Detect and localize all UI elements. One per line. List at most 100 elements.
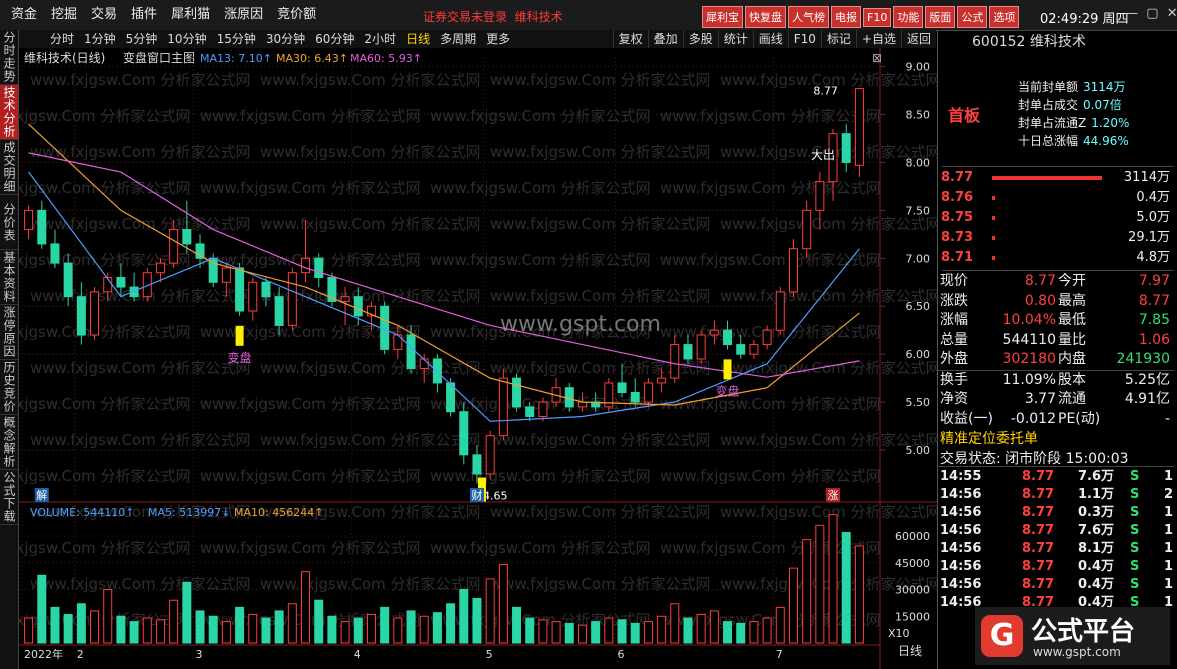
volume-multiplier: X10 xyxy=(888,627,910,640)
menu-item[interactable]: 插件 xyxy=(131,7,158,22)
collapse-icon[interactable]: ⊠ xyxy=(872,51,882,65)
candle-body xyxy=(498,377,508,437)
candle-body xyxy=(314,257,324,278)
tool-button[interactable]: F10 xyxy=(787,30,821,48)
period-tab[interactable]: 分时 xyxy=(50,32,75,46)
period-tab[interactable]: 1分钟 xyxy=(84,32,116,46)
trade-row: 14:56 8.77 7.6万 S 1 xyxy=(938,522,1174,540)
side-tab[interactable]: 分时走势 xyxy=(0,31,18,85)
period-tab[interactable]: 2小时 xyxy=(364,32,397,46)
trade-cell: 0.3万 xyxy=(1078,505,1115,520)
volume-bar xyxy=(432,612,442,644)
volume-bar xyxy=(195,610,205,644)
trade-cell: 1 xyxy=(1164,469,1174,484)
side-tab[interactable]: 历史竞价 xyxy=(0,361,18,415)
menu-item[interactable]: 竞价额 xyxy=(277,7,317,22)
period-tab[interactable]: 10分钟 xyxy=(167,32,207,46)
candle-body xyxy=(696,334,706,360)
watermark: www.fxjgsw.Com 分析家公式网 xyxy=(30,215,251,233)
trade-cell: S xyxy=(1130,595,1140,610)
period-tab[interactable]: 15分钟 xyxy=(216,32,256,46)
tool-button[interactable]: 多股 xyxy=(682,30,718,48)
tool-button[interactable]: 叠加 xyxy=(647,30,683,48)
status-time: 15:00:03 xyxy=(1065,451,1129,467)
period-tab[interactable]: 30分钟 xyxy=(265,32,306,46)
tool-button[interactable]: 画线 xyxy=(752,30,788,48)
watermark: www.fxjgsw.Com 分析家公式网 xyxy=(660,539,881,557)
top-buttons: 犀利宝 快复盘 人气榜 电报 F10 功能 版面 公式 选项 xyxy=(702,6,1021,28)
watermark: www.fxjgsw.Com 分析家公式网 xyxy=(30,287,251,305)
top-button[interactable]: 犀利宝 xyxy=(702,6,743,28)
candle-body xyxy=(195,243,205,259)
trade-row: 14:56 8.77 0.4万 S 1 xyxy=(938,558,1174,576)
trade-cell: 8.77 xyxy=(1022,505,1055,520)
periods: 分时 1分钟 5分钟 10分钟 15分钟 30分钟 60分钟 2小时 日线 多周期 更多 xyxy=(45,30,515,48)
top-button[interactable]: 快复盘 xyxy=(745,6,786,28)
trade-cell: 8.77 xyxy=(1022,541,1055,556)
volume-bar xyxy=(828,514,838,644)
volume-bar xyxy=(63,613,73,644)
candle-body xyxy=(512,377,522,408)
menu-item[interactable]: 挖掘 xyxy=(51,7,78,22)
menu-item[interactable]: 犀利猫 xyxy=(171,7,211,22)
side-tab[interactable]: 基本资料 xyxy=(0,251,18,305)
book-row: 8.75 5.0万 xyxy=(938,208,1174,228)
trade-cell: 14:56 xyxy=(940,559,982,574)
book-price: 8.71 xyxy=(941,250,974,265)
watermark: www.fxjgsw.Com 分析家公式网 xyxy=(720,575,937,593)
watermarks: www.fxjgsw.Com 分析家公式网 www.fxjgsw.Com 分析家公… xyxy=(19,71,937,629)
order-book: 8.77 3114万 8.76 0.4万 8.75 5.0万 8.73 29.1万 8.71 4.… xyxy=(938,168,1174,268)
watermark: www.fxjgsw.Com 分析家公式网 xyxy=(430,251,651,269)
period-tab[interactable]: 日线 xyxy=(406,32,431,46)
top-button[interactable]: 人气榜 xyxy=(788,6,829,28)
period-tab[interactable]: 多周期 xyxy=(440,32,477,46)
volume-bar xyxy=(261,617,271,644)
volume-bar xyxy=(393,617,403,644)
watermark: www.fxjgsw.Com 分析家公式网 xyxy=(430,323,651,341)
window-controls[interactable]: — ▢ ✕ xyxy=(1125,6,1177,21)
menu-item[interactable]: 资金 xyxy=(11,7,38,22)
tool-button[interactable]: +自选 xyxy=(855,30,901,48)
watermark: www.fxjgsw.Com 分析家公式网 xyxy=(260,575,481,593)
period-tab[interactable]: 5分钟 xyxy=(125,32,158,46)
side-tab[interactable]: 成交明细 xyxy=(0,141,18,195)
volume-bar xyxy=(512,606,522,644)
trade-cell: S xyxy=(1130,577,1140,592)
top-button[interactable]: 功能 xyxy=(893,6,924,28)
top-button[interactable]: F10 xyxy=(863,8,892,27)
tool-button[interactable]: 统计 xyxy=(717,30,753,48)
period-tab[interactable]: 更多 xyxy=(486,32,511,46)
side-tab[interactable]: 概念解析 xyxy=(0,416,18,470)
watermark: www.fxjgsw.Com 分析家公式网 xyxy=(260,503,481,521)
watermark: www.fxjgsw.Com 分析家公式网 xyxy=(490,71,711,89)
top-button[interactable]: 公式 xyxy=(957,6,988,28)
volume-bar xyxy=(366,613,376,644)
volume-bar xyxy=(116,615,126,644)
order-title: 精准定位委托单 xyxy=(940,431,1038,447)
top-button[interactable]: 电报 xyxy=(831,6,861,28)
candle-body xyxy=(841,133,851,163)
side-tab[interactable]: 技术分析 xyxy=(0,85,18,140)
marker: 财 xyxy=(471,488,482,502)
volume-bar xyxy=(446,603,456,644)
candle-body xyxy=(604,382,614,408)
volume-label: MA5: 513997↓ xyxy=(148,506,230,519)
top-button[interactable]: 版面 xyxy=(925,6,956,28)
top-button[interactable]: 选项 xyxy=(989,6,1020,28)
side-tab[interactable]: 公式下载 xyxy=(0,471,18,525)
menu-item[interactable]: 涨原因 xyxy=(224,7,264,22)
menu-item[interactable]: 交易 xyxy=(91,7,118,22)
tool-button[interactable]: 标记 xyxy=(820,30,856,48)
side-tab[interactable]: 涨停原因 xyxy=(0,306,18,360)
candle-body xyxy=(90,291,100,336)
side-tabs: 分时走势 技术分析 成交明细 分价表 基本资料 涨停原因 历史竞价 概念解析 公式下载 xyxy=(0,30,19,669)
volume-bar xyxy=(182,581,192,644)
marker: 涨 xyxy=(828,489,839,502)
volume-bar xyxy=(709,610,719,644)
volume-bar xyxy=(90,610,100,644)
period-tab[interactable]: 60分钟 xyxy=(315,32,355,46)
tool-button[interactable]: 返回 xyxy=(900,30,936,48)
tool-button[interactable]: 复权 xyxy=(612,30,648,48)
seal-value: 3114万 xyxy=(1083,80,1126,94)
side-tab[interactable]: 分价表 xyxy=(0,195,18,250)
